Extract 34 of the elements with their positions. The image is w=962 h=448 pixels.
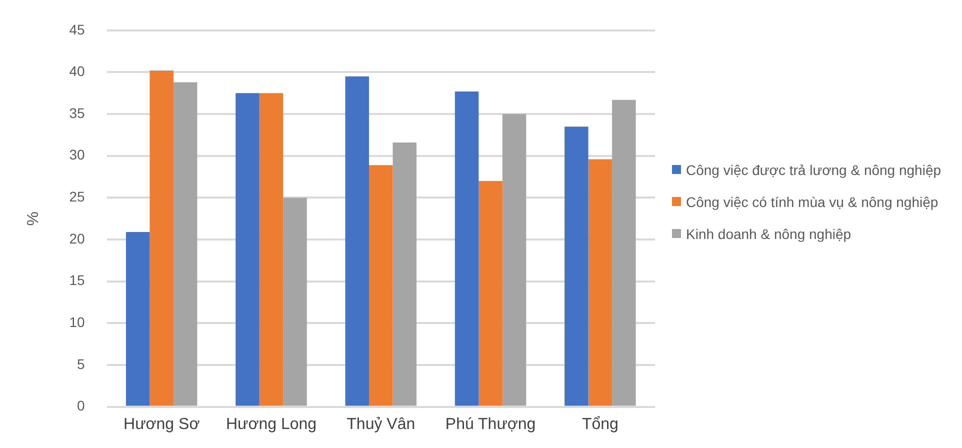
bar: [236, 93, 260, 406]
legend-label: Công việc có tính mùa vụ & nông nghiệp: [686, 193, 938, 212]
bar: [345, 76, 370, 406]
y-tick-label: 5: [76, 356, 85, 372]
bar: [173, 82, 198, 406]
x-tick-label: Thuỷ Vân: [346, 416, 416, 433]
y-tick-label: 45: [69, 21, 85, 38]
y-tick-label: 10: [69, 314, 85, 330]
y-tick-label: 15: [69, 272, 85, 288]
bar: [126, 232, 150, 406]
x-tick-label: Tổng: [582, 416, 618, 433]
y-tick-label: 0: [76, 398, 85, 414]
y-tick-label: 30: [69, 146, 85, 163]
legend-label: Kinh doanh & nông nghiệp: [686, 225, 852, 244]
bar: [502, 114, 526, 406]
y-tick-label: 35: [69, 104, 85, 121]
x-tick-label: Hương Long: [226, 416, 317, 433]
legend-label: Công việc được trả lương & nông nghiệp: [686, 161, 942, 180]
y-axis-title: %: [25, 211, 42, 226]
y-tick-label: 20: [69, 230, 85, 246]
y-tick-label: 40: [69, 63, 85, 80]
bar: [454, 91, 479, 406]
bar: [478, 180, 502, 406]
bar: [564, 126, 588, 406]
bar: [259, 93, 284, 406]
bar: [369, 165, 393, 406]
bar: [588, 159, 612, 406]
x-tick-label: Hương Sơ: [124, 416, 200, 433]
bar: [612, 100, 636, 406]
bar: [150, 70, 174, 406]
y-tick-label: 25: [69, 188, 85, 205]
bar: [392, 142, 417, 406]
bar: [283, 198, 307, 406]
x-tick-label: Phú Thượng: [445, 416, 536, 433]
